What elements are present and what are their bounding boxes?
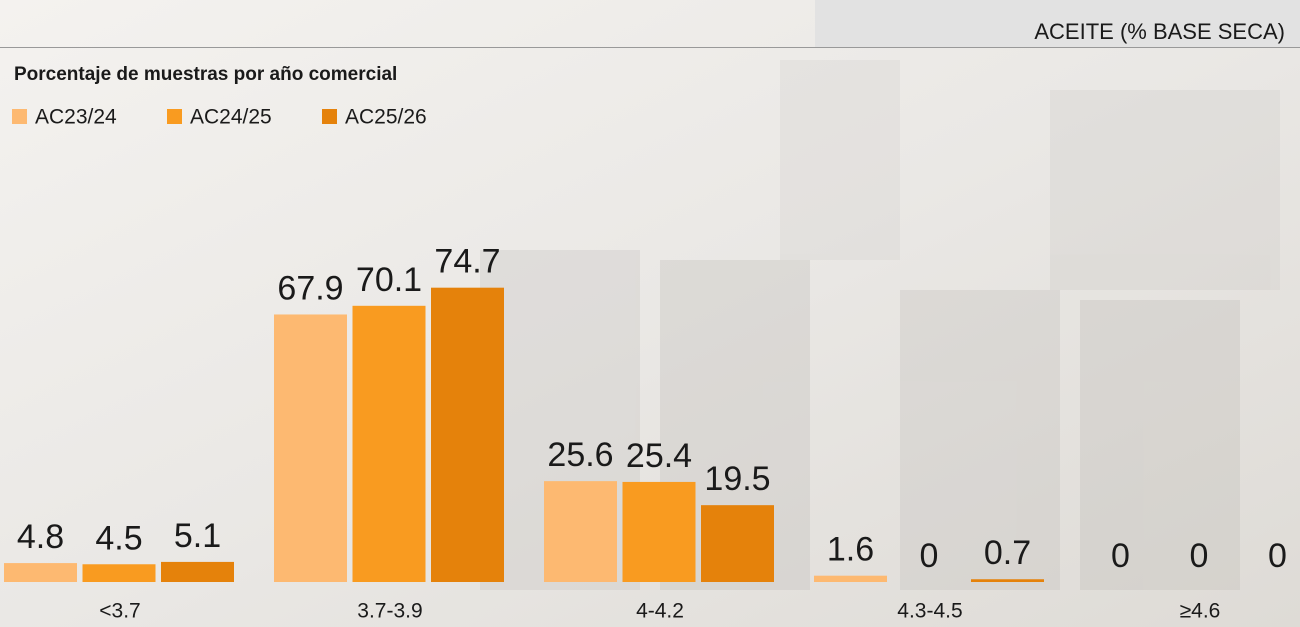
bar [544,481,617,582]
x-tick-label: 4.3-4.5 [897,600,962,623]
value-label: 0 [1111,537,1130,575]
background-silos [480,60,1280,590]
value-label: 0 [1190,537,1209,575]
legend-label: AC23/24 [35,106,117,129]
bar [814,575,887,582]
bar [701,505,774,582]
bar [622,481,696,582]
bar [431,287,504,582]
x-tick-label: 3.7-3.9 [357,600,422,623]
legend-label: AC25/26 [345,106,427,129]
bar [971,579,1044,582]
bar [352,305,426,582]
chart-subtitle: Porcentaje de muestras por año comercial [14,64,397,85]
bar [4,563,77,582]
value-label: 74.7 [434,243,500,281]
value-label: 0 [920,537,939,575]
legend-swatch [167,109,182,124]
value-label: 0.7 [984,534,1031,572]
value-label: 0 [1268,537,1287,575]
x-tick-label: 4-4.2 [636,600,684,623]
legend-label: AC24/25 [190,106,272,129]
value-label: 19.5 [704,460,770,498]
legend-swatch [12,109,27,124]
bar [82,564,156,582]
value-label: 25.4 [626,437,692,475]
value-label: 70.1 [356,261,422,299]
value-label: 4.5 [95,519,142,557]
x-tick-label: ≥4.6 [1180,600,1221,623]
value-label: 25.6 [547,436,613,474]
chart-title: ACEITE (% BASE SECA) [1034,19,1285,44]
value-label: 5.1 [174,517,221,555]
x-tick-label: <3.7 [99,600,140,623]
bar [161,561,234,582]
bar [274,314,347,582]
value-label: 1.6 [827,531,874,569]
value-label: 67.9 [277,269,343,307]
value-label: 4.8 [17,518,64,556]
title-box [815,0,1300,47]
legend-swatch [322,109,337,124]
